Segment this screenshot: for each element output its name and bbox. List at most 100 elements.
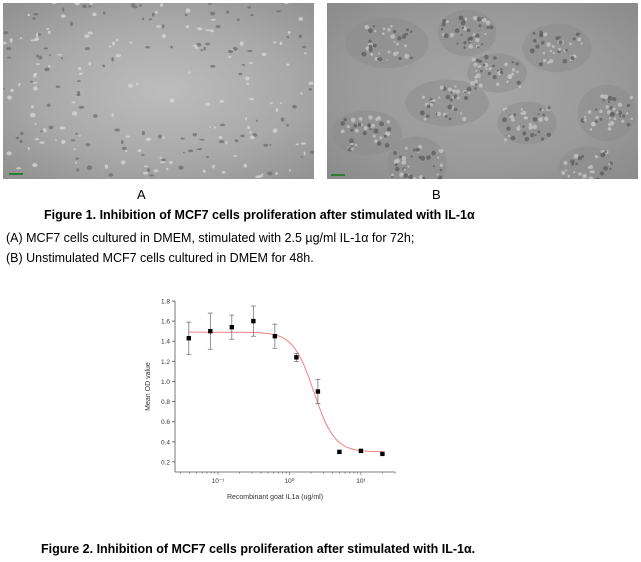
- y-axis-label: Mean OD value: [145, 362, 152, 411]
- y-tick-label: 0.4: [161, 439, 170, 446]
- cell-dot: [32, 17, 36, 20]
- colony-cell: [569, 42, 572, 46]
- cell-dot: [269, 144, 272, 146]
- cell-dot: [29, 80, 34, 83]
- cell-dot: [75, 132, 78, 135]
- cell-dot: [192, 133, 197, 137]
- colony-cell: [436, 173, 439, 176]
- colony-cell: [355, 143, 358, 147]
- cell-dot: [42, 128, 47, 133]
- cell-dot: [234, 139, 239, 143]
- colony-cell: [410, 155, 413, 158]
- cell-dot: [267, 171, 273, 176]
- colony-cell: [390, 34, 396, 39]
- colony-cell: [621, 119, 625, 123]
- colony-cell: [582, 173, 587, 179]
- cell-dot: [221, 170, 226, 174]
- colony-cell: [383, 134, 387, 138]
- colony-cell: [499, 70, 504, 75]
- colony-cell: [422, 176, 426, 179]
- colony-cell: [463, 46, 466, 49]
- cell-dot: [30, 105, 35, 109]
- colony-cell: [617, 110, 622, 115]
- colony-cell: [403, 173, 408, 178]
- colony-cell: [488, 67, 492, 71]
- colony-cell: [386, 127, 392, 132]
- colony-cell: [442, 18, 447, 23]
- colony-cell: [605, 105, 609, 109]
- colony-cell: [511, 72, 515, 76]
- panel-b-label: B: [432, 187, 441, 202]
- colony-cell: [485, 67, 488, 70]
- colony-cell: [350, 144, 353, 147]
- micrograph-panel-a: [3, 3, 314, 179]
- colony-cell: [350, 117, 356, 123]
- cell-dot: [206, 155, 209, 158]
- cell-colony: [467, 53, 527, 93]
- colony-cell: [452, 89, 456, 94]
- colony-cell: [602, 99, 605, 102]
- colony-cell: [467, 91, 471, 94]
- cell-dot: [300, 142, 307, 145]
- cell-dot: [236, 18, 240, 22]
- colony-cell: [376, 141, 382, 146]
- cell-dot: [185, 8, 191, 13]
- colony-cell: [607, 126, 612, 131]
- colony-cell: [547, 61, 550, 65]
- figure1-caption-a: (A) MCF7 cells cultured in DMEM, stimula…: [6, 231, 415, 245]
- cell-dot: [54, 139, 58, 142]
- colony-cell: [368, 44, 373, 49]
- colony-cell: [474, 79, 478, 84]
- data-point: [251, 318, 256, 324]
- colony-cell: [454, 28, 460, 33]
- cell-dot: [55, 85, 61, 88]
- cell-dot: [84, 47, 90, 51]
- cell-dot: [7, 95, 13, 100]
- cell-dot: [250, 14, 254, 17]
- cell-dot: [280, 117, 285, 122]
- cell-dot: [32, 81, 38, 84]
- colony-cell: [563, 160, 568, 165]
- colony-cell: [613, 117, 617, 121]
- colony-cell: [405, 32, 409, 36]
- colony-cell: [466, 28, 471, 33]
- cell-dot: [209, 29, 214, 33]
- colony-cell: [577, 37, 582, 42]
- cell-dot: [20, 131, 24, 136]
- cell-dot: [92, 12, 97, 17]
- colony-cell: [570, 55, 575, 61]
- colony-cell: [511, 68, 516, 72]
- cell-dot: [52, 3, 57, 5]
- cell-dot: [284, 3, 289, 5]
- colony-cell: [542, 51, 546, 55]
- cell-dot: [114, 128, 120, 132]
- colony-cell: [521, 110, 527, 116]
- colony-cell: [562, 58, 568, 64]
- cell-colony: [437, 9, 497, 57]
- colony-cell: [589, 128, 593, 131]
- cell-dot: [3, 87, 5, 90]
- colony-cell: [533, 39, 537, 43]
- colony-cell: [573, 171, 576, 174]
- colony-cell: [619, 115, 622, 118]
- colony-cell: [475, 73, 481, 79]
- cell-dot: [261, 52, 267, 57]
- colony-cell: [399, 172, 404, 177]
- colony-cell: [549, 58, 554, 64]
- cell-dot: [279, 101, 283, 105]
- colony-cell: [544, 116, 549, 122]
- colony-cell: [607, 110, 611, 115]
- colony-cell: [447, 87, 453, 92]
- colony-cell: [340, 129, 345, 134]
- colony-cell: [346, 125, 350, 129]
- colony-cell: [484, 32, 487, 36]
- colony-cell: [421, 95, 426, 99]
- cell-dot: [33, 12, 39, 16]
- panel-a-label: A: [137, 187, 146, 202]
- colony-cell: [372, 134, 376, 138]
- cell-dot: [156, 25, 162, 28]
- cell-dot: [70, 139, 76, 142]
- colony-cell: [508, 74, 513, 79]
- colony-cell: [378, 57, 383, 62]
- cell-dot: [76, 168, 80, 172]
